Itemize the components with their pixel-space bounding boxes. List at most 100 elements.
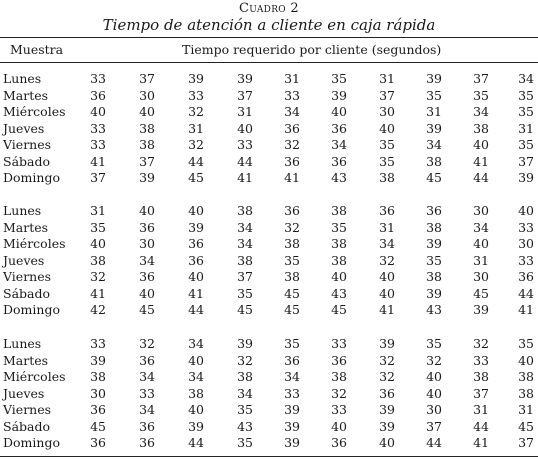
table-cell: 32 — [139, 336, 155, 351]
table-cell: 30 — [90, 385, 106, 401]
table-cell: 30 — [426, 402, 442, 417]
table-cell: 31 — [518, 120, 534, 136]
table-row: Viernes 36 34 40 35 39 33 39 30 31 31 — [0, 402, 538, 419]
table-cell: 32 — [379, 252, 395, 268]
table-cell: 45 — [284, 285, 300, 301]
table-cell: 36 — [139, 352, 155, 368]
table-cell: 35 — [379, 153, 395, 169]
row-day-label: Martes — [3, 219, 49, 235]
table-cell: 36 — [139, 418, 155, 434]
table-row: Martes 36 30 33 37 33 39 37 35 35 35 — [0, 88, 538, 105]
table-cell: 39 — [426, 236, 442, 251]
table-row: Domingo 37 39 45 41 41 43 38 45 44 39 — [0, 170, 538, 187]
table-cell: 42 — [90, 302, 106, 317]
table-cell: 37 — [379, 87, 395, 103]
table-cell: 35 — [518, 336, 534, 351]
table-row: Lunes 33 37 39 39 31 35 31 39 37 34 — [0, 71, 538, 88]
table-row: Martes 39 36 40 32 36 36 32 32 33 40 — [0, 353, 538, 370]
table-cell: 35 — [518, 104, 534, 119]
table-cell: 44 — [237, 153, 253, 169]
table-cell: 40 — [237, 120, 253, 136]
table-cell: 35 — [284, 336, 300, 351]
table-cell: 40 — [473, 137, 489, 152]
row-day-label: Jueves — [3, 120, 45, 136]
row-day-label: Viernes — [3, 402, 52, 417]
table-cell: 33 — [237, 137, 253, 152]
table-cell: 33 — [518, 219, 534, 235]
table-cell: 34 — [379, 236, 395, 251]
table-cell: 34 — [426, 137, 442, 152]
table-cell: 32 — [379, 369, 395, 384]
table-cell: 33 — [90, 336, 106, 351]
table-cell: 45 — [331, 302, 347, 317]
table-cell: 34 — [139, 402, 155, 417]
table-cell: 35 — [284, 252, 300, 268]
table-cell: 33 — [90, 137, 106, 152]
table-cell: 37 — [518, 435, 534, 450]
table-cell: 38 — [139, 137, 155, 152]
row-day-label: Jueves — [3, 385, 45, 401]
table-cell: 38 — [331, 236, 347, 251]
top-rule — [0, 37, 538, 38]
table-cell: 41 — [90, 285, 106, 301]
table-cell: 36 — [284, 120, 300, 136]
table-cell: 39 — [331, 87, 347, 103]
table-cell: 40 — [518, 203, 534, 218]
table-cell: 40 — [188, 269, 204, 284]
table-cell: 38 — [237, 252, 253, 268]
table-cell: 30 — [473, 269, 489, 284]
table-cell: 38 — [426, 153, 442, 169]
table-cell: 37 — [139, 153, 155, 169]
table-cell: 35 — [331, 71, 347, 86]
table-row: Jueves 38 34 36 38 35 38 32 35 31 33 — [0, 253, 538, 270]
table-cell: 40 — [90, 104, 106, 119]
table-cell: 34 — [284, 104, 300, 119]
table-cell: 40 — [426, 385, 442, 401]
table-cell: 35 — [426, 87, 442, 103]
table-cell: 35 — [518, 137, 534, 152]
row-day-label: Lunes — [3, 203, 42, 218]
table-cell: 40 — [379, 285, 395, 301]
table-cell: 39 — [284, 435, 300, 450]
table-cell: 31 — [379, 219, 395, 235]
table-cell: 34 — [284, 369, 300, 384]
table-cell: 36 — [518, 269, 534, 284]
table-cell: 37 — [139, 71, 155, 86]
table-cell: 30 — [473, 203, 489, 218]
table-cell: 33 — [284, 385, 300, 401]
table-cell: 41 — [379, 302, 395, 317]
table-cell: 39 — [188, 71, 204, 86]
table-cell: 32 — [379, 352, 395, 368]
table-caption-label: Cuadro 2 — [239, 1, 299, 16]
table-row: Sábado 41 37 44 44 36 36 35 38 41 37 — [0, 154, 538, 171]
table-cell: 39 — [518, 170, 534, 185]
column-header-time: Tiempo requerido por cliente (segundos) — [182, 42, 442, 57]
table-cell: 38 — [284, 236, 300, 251]
table-cell: 38 — [90, 252, 106, 268]
table-cell: 40 — [379, 435, 395, 450]
table-cell: 36 — [90, 402, 106, 417]
table-cell: 35 — [237, 285, 253, 301]
table-cell: 36 — [331, 352, 347, 368]
table-cell: 43 — [331, 170, 347, 185]
table-cell: 40 — [473, 236, 489, 251]
table-cell: 45 — [188, 170, 204, 185]
table-cell: 41 — [188, 285, 204, 301]
row-day-label: Lunes — [3, 336, 42, 351]
table-cell: 41 — [90, 153, 106, 169]
table-cell: 35 — [426, 336, 442, 351]
table-cell: 41 — [518, 302, 534, 317]
table-cell: 35 — [237, 435, 253, 450]
table-cell: 38 — [90, 369, 106, 384]
table-cell: 35 — [331, 219, 347, 235]
table-cell: 31 — [237, 104, 253, 119]
table-cell: 45 — [518, 418, 534, 434]
table-row: Miércoles 40 30 36 34 38 38 34 39 40 30 — [0, 236, 538, 253]
table-cell: 33 — [473, 352, 489, 368]
table-cell: 44 — [473, 170, 489, 185]
table-cell: 32 — [188, 104, 204, 119]
table-cell: 40 — [379, 120, 395, 136]
table-row: Viernes 33 38 32 33 32 34 35 34 40 35 — [0, 137, 538, 154]
table-cell: 39 — [237, 71, 253, 86]
header-rule — [0, 62, 538, 63]
